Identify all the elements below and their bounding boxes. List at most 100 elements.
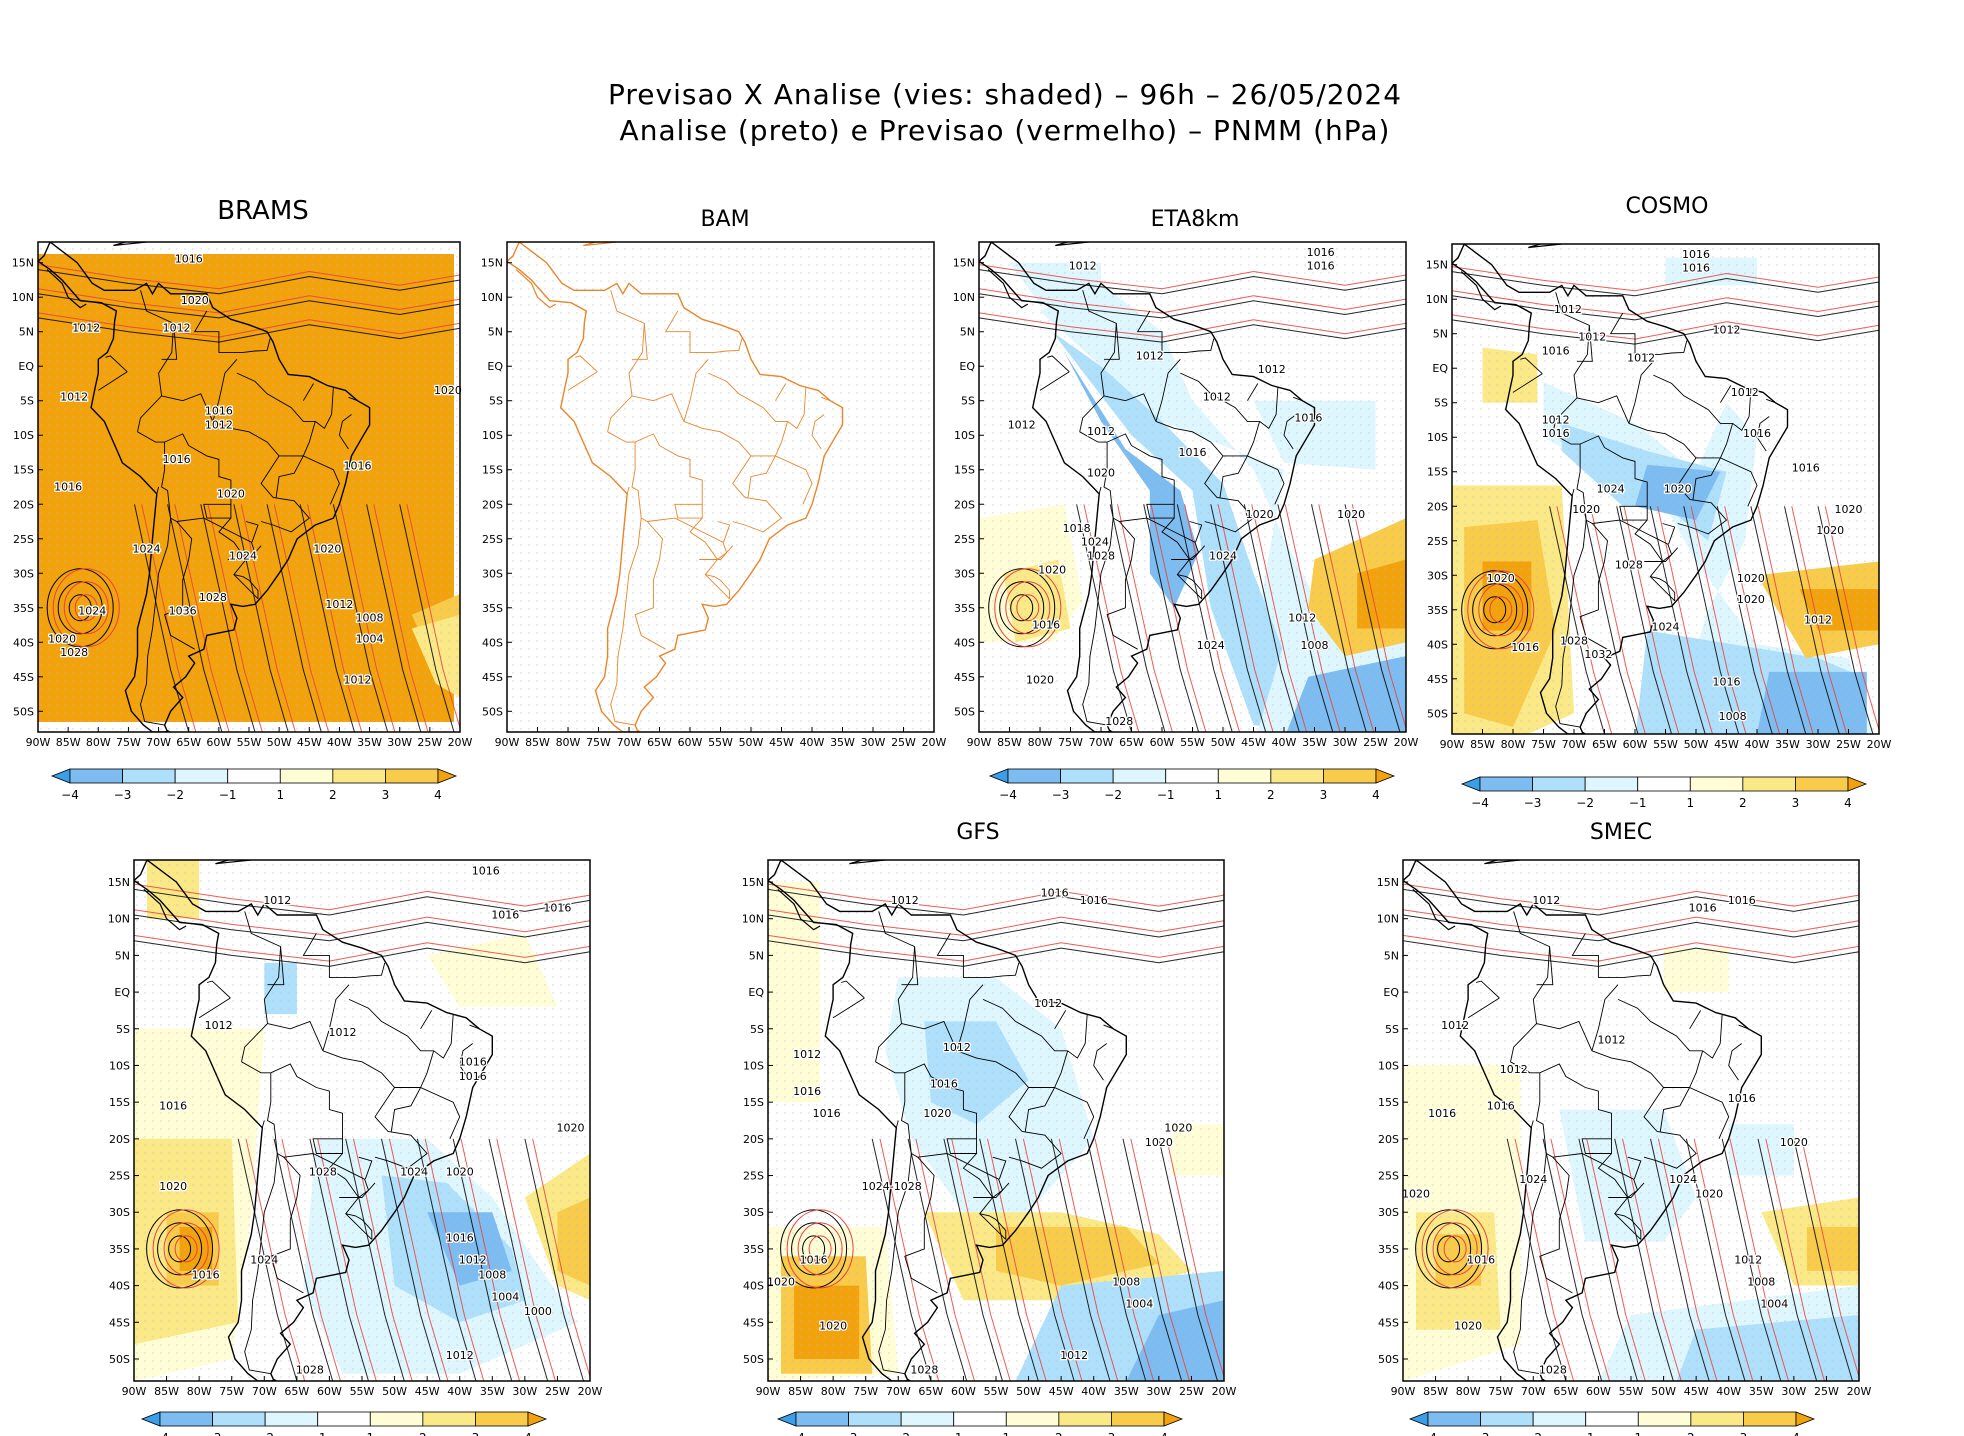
country-border [105,355,128,373]
colorbar-bin [776,1411,797,1427]
country-border [241,911,282,1062]
colorbar-bin [1270,768,1324,784]
isobar [791,1222,837,1276]
contour-label: 1012 [1069,260,1097,273]
colorbar-bin [1637,1411,1692,1427]
contour-label: 1004 [1125,1298,1153,1311]
country-border [979,1213,1007,1240]
isobar [1690,506,1747,734]
country-border [1677,457,1728,535]
isobar [1765,1138,1825,1381]
contour-label: 1012 [60,391,88,404]
country-border [1728,1043,1742,1081]
isobar [366,504,422,732]
country-border [1219,455,1248,498]
contour-label: 1020 [159,1180,187,1193]
colorbar-bin [1479,776,1533,792]
isobar [532,1138,590,1379]
lat-tick-label: 10S [1427,431,1448,444]
lon-tick-label: 80W [1501,738,1526,751]
colorbar-bin [332,768,386,784]
contour-label: 1028 [199,591,227,604]
isobar [1472,583,1518,637]
lon-tick-label: 65W [1592,738,1617,751]
lon-tick-label: 60W [1586,1385,1611,1398]
colorbar-bin [422,1411,476,1427]
colorbar-bin [1408,1411,1429,1427]
coastline [987,269,1029,309]
contour-label: 1004 [1760,1298,1788,1311]
colorbar-bin [1163,1411,1184,1427]
country-border [345,1213,373,1240]
lat-tick-label: 35S [13,602,34,615]
country-border [1628,422,1721,459]
isobar [38,269,460,295]
contour-label: 1024 [1597,482,1625,495]
country-border [840,980,865,999]
country-border [161,393,214,422]
country-border [811,414,825,450]
contour-label: 1016 [446,1232,474,1245]
colorbar-bin [369,1411,424,1427]
country-border [1719,423,1758,507]
isobar [1483,596,1507,624]
country-border [1571,488,1575,497]
country-border [895,1120,899,1128]
lon-tick-label: 55W [984,1385,1009,1398]
lat-tick-label: 10S [743,1059,764,1072]
lon-tick-label: 65W [647,736,672,749]
lon-tick-label: 55W [1653,738,1678,751]
country-border [212,420,304,457]
contour-label: 1012 [1734,1254,1762,1267]
isobar [1657,1138,1718,1381]
lat-tick-label: 5N [749,949,764,962]
contour-label: 1012 [1258,363,1286,376]
lon-tick-label: 75W [1488,1385,1513,1398]
contour-label: 1016 [1080,894,1108,907]
country-border [973,1182,1010,1198]
contour-label: 1020 [434,384,462,397]
lon-tick-label: 60W [1623,738,1648,751]
contour-label: 1028 [1087,549,1115,562]
lat-tick-label: 20S [1427,500,1448,513]
contour-label: 1016 [192,1268,220,1281]
country-border [732,455,783,533]
lon-tick-label: 75W [1531,738,1556,751]
country-border [1093,1043,1107,1081]
contour-label: 1024-1028 [862,1180,922,1193]
lon-tick-label: 20W [1212,1385,1237,1398]
colorbar-tick-label: 2 [1687,1431,1695,1436]
isobar [1415,1209,1483,1289]
isobar [979,312,1406,338]
contour-label: 1028 [296,1364,324,1377]
isobar [802,1235,826,1263]
lon-tick-label: 35W [1114,1385,1139,1398]
contour-label: 1012 [793,1048,821,1061]
lon-tick-label: 85W [997,736,1022,749]
lat-tick-label: 10N [1426,293,1448,306]
isobar [979,264,1406,290]
colorbar-bin [953,1411,1007,1427]
country-border [683,359,709,422]
lon-tick-label: 60W [678,736,703,749]
lon-tick-label: 45W [769,736,794,749]
colorbar-tick-label: 2 [1055,1431,1063,1436]
lat-tick-label: 45S [954,671,975,684]
contour-label: 1028 [60,646,88,659]
country-border [1650,576,1676,601]
contour-label: 1012 [344,674,372,687]
lat-tick-label: 40S [13,636,34,649]
colorbar-bin [385,768,439,784]
lon-tick-label: 20W [1867,738,1892,751]
colorbar-tick-label: −4 [787,1431,805,1436]
coastline [515,269,557,309]
coastline [1452,244,1789,734]
country-border [1512,373,1543,393]
isobar [1452,295,1879,321]
colorbar-tick-label: 4 [1792,1431,1800,1436]
country-border [1136,310,1215,353]
lat-tick-label: 15N [108,876,130,889]
isobar [1542,1138,1603,1381]
lat-tick-label: 45S [13,671,34,684]
colorbar-bin [122,768,176,784]
